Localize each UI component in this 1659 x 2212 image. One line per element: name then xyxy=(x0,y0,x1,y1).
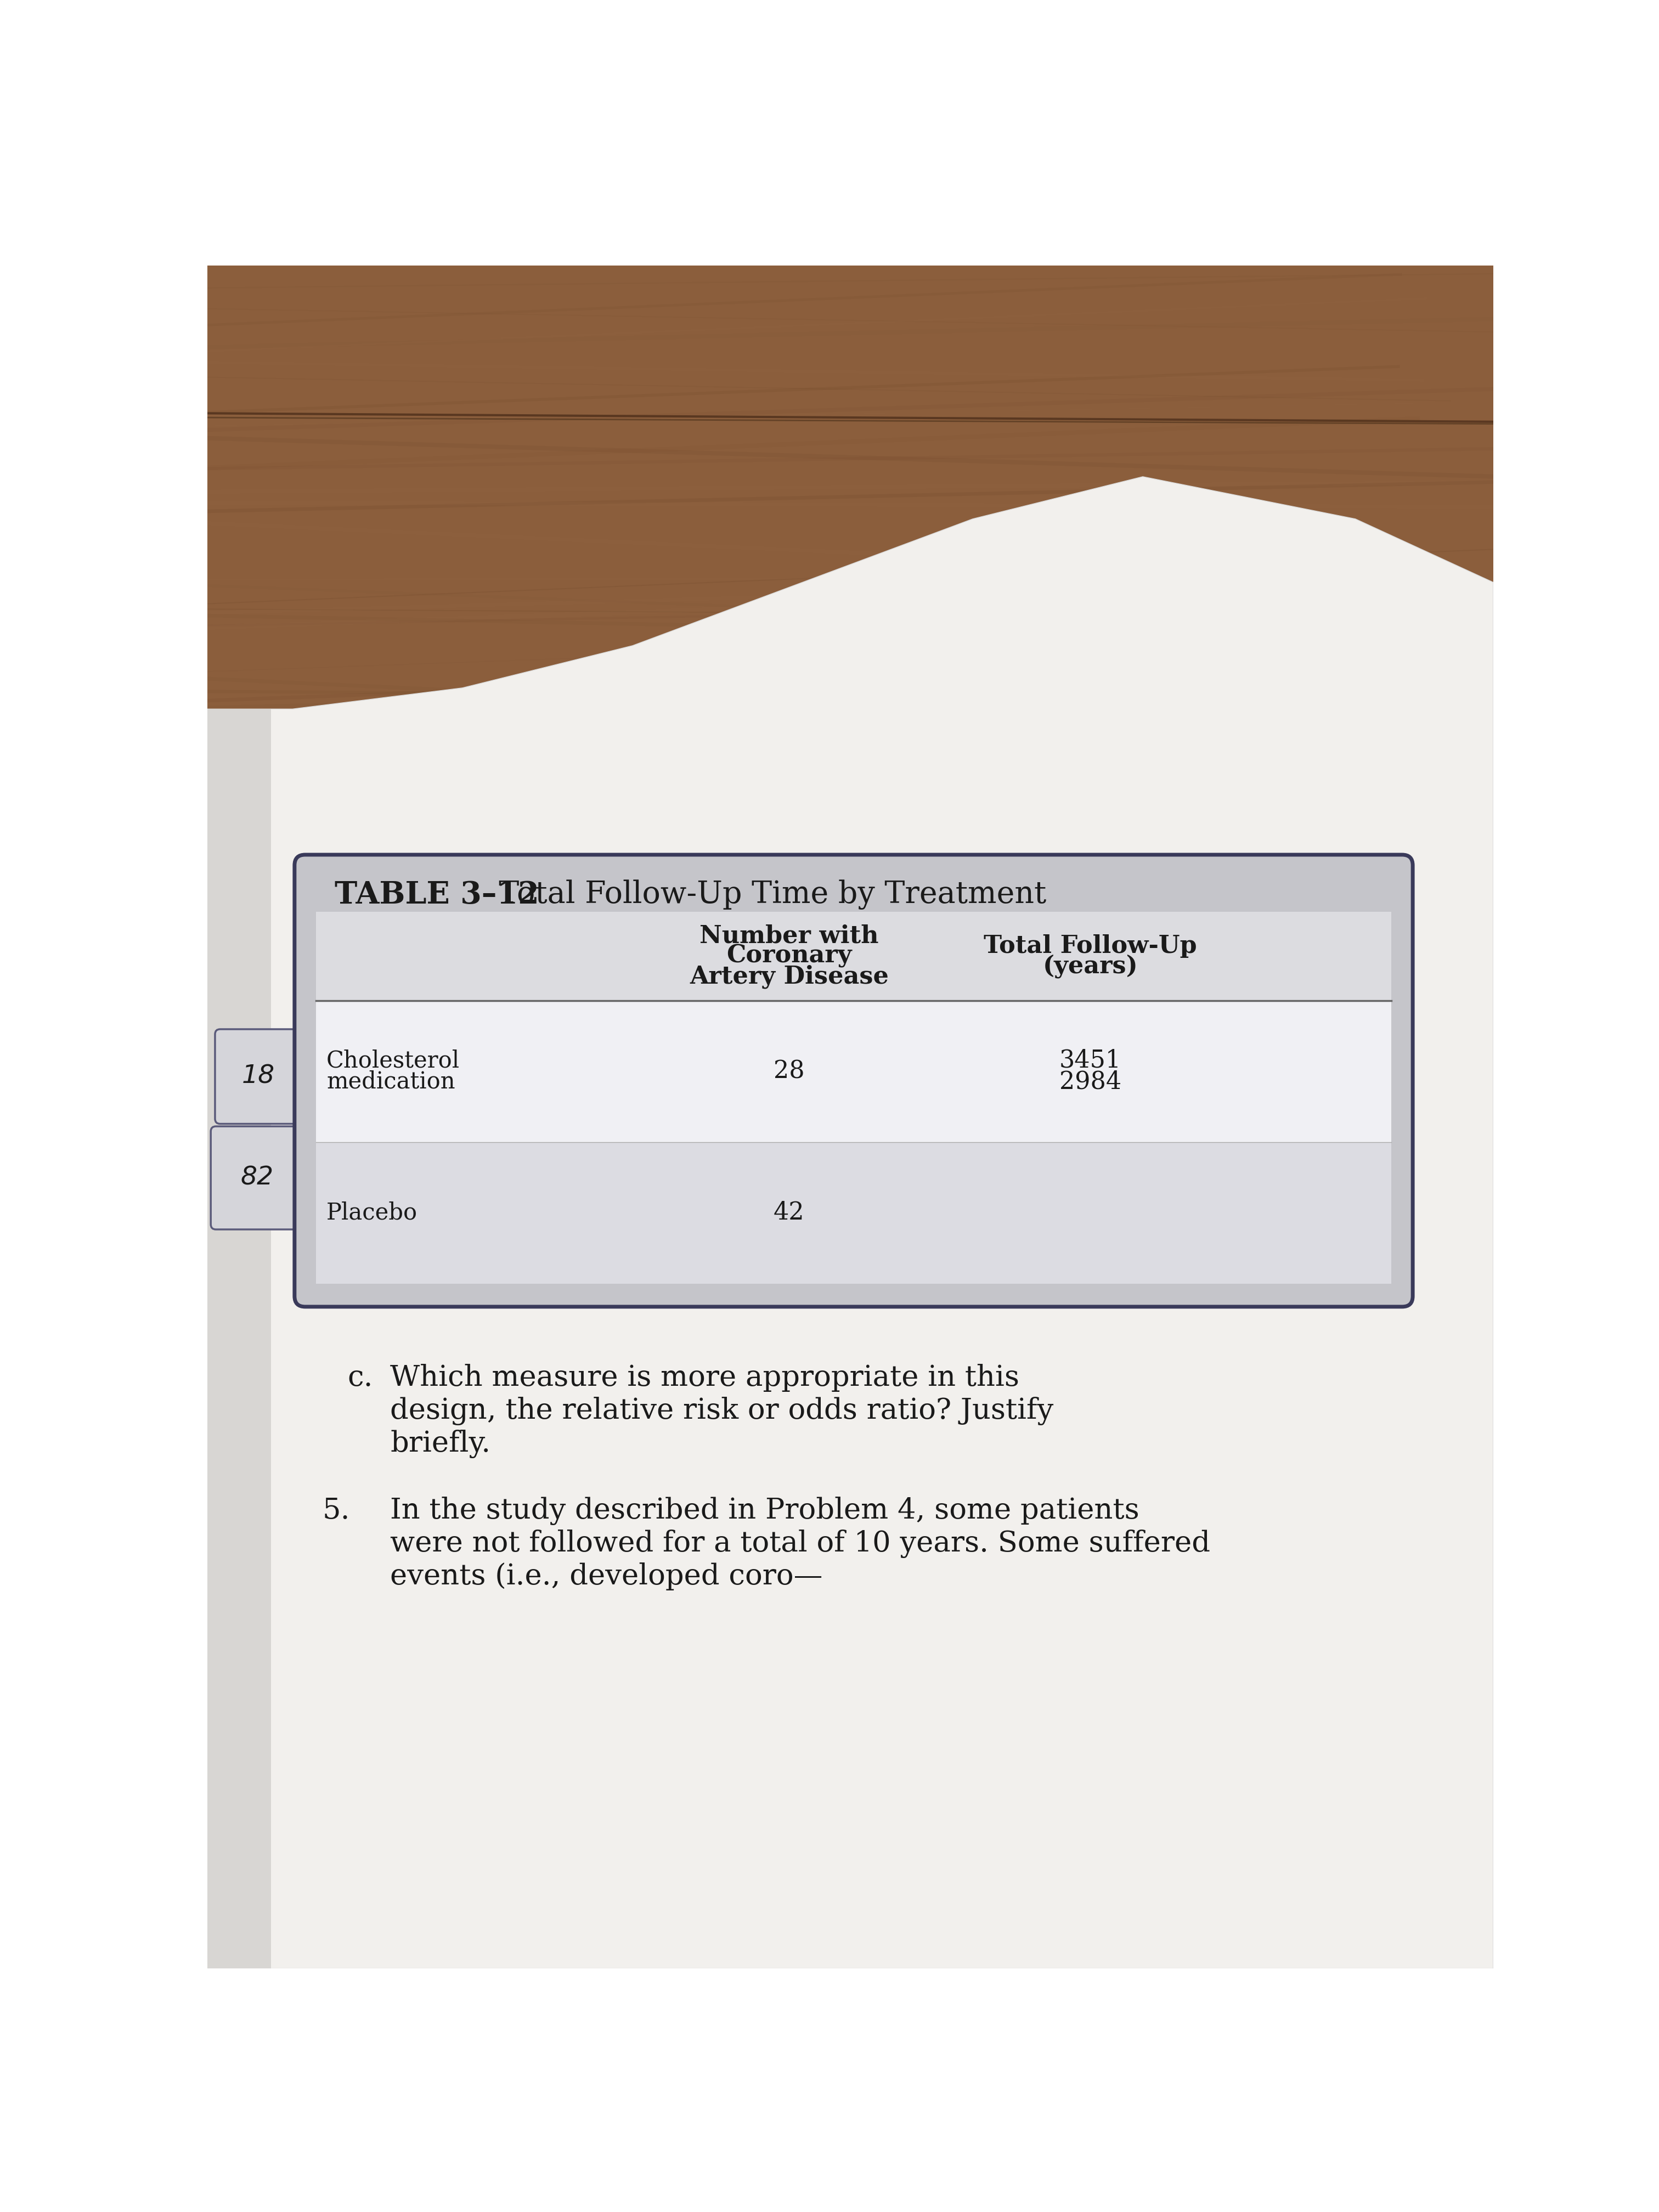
Text: 42: 42 xyxy=(773,1201,805,1225)
Text: medication: medication xyxy=(327,1071,455,1093)
Text: were not followed for a total of 10 years. Some suffered: were not followed for a total of 10 year… xyxy=(390,1528,1211,1557)
Bar xyxy=(315,1000,1392,1141)
Text: Artery Disease: Artery Disease xyxy=(690,964,889,989)
Text: 18: 18 xyxy=(242,1064,275,1088)
Text: Which measure is more appropriate in this: Which measure is more appropriate in thi… xyxy=(390,1365,1020,1391)
FancyBboxPatch shape xyxy=(295,854,1413,1307)
Text: TABLE 3–12: TABLE 3–12 xyxy=(335,880,539,909)
Text: Number with: Number with xyxy=(700,925,879,947)
FancyBboxPatch shape xyxy=(211,1126,304,1230)
Text: Coronary: Coronary xyxy=(727,945,851,969)
Bar xyxy=(207,710,270,1969)
Text: 2984: 2984 xyxy=(1058,1071,1121,1093)
Text: events (i.e., developed coro—: events (i.e., developed coro— xyxy=(390,1562,823,1590)
Text: Total Follow-Up Time by Treatment: Total Follow-Up Time by Treatment xyxy=(479,880,1047,909)
Text: 28: 28 xyxy=(773,1060,805,1084)
Text: briefly.: briefly. xyxy=(390,1429,491,1458)
Text: 82: 82 xyxy=(241,1166,274,1190)
Text: Total Follow-Up: Total Follow-Up xyxy=(984,933,1196,958)
Text: 3451: 3451 xyxy=(1058,1048,1121,1073)
Text: 5.: 5. xyxy=(322,1495,350,1524)
Text: c.: c. xyxy=(348,1365,373,1391)
Text: (years): (years) xyxy=(1042,953,1138,978)
Text: Cholesterol: Cholesterol xyxy=(327,1048,460,1073)
Text: In the study described in Problem 4, some patients: In the study described in Problem 4, som… xyxy=(390,1495,1140,1524)
Bar xyxy=(315,1141,1392,1283)
Polygon shape xyxy=(207,476,1493,1969)
FancyBboxPatch shape xyxy=(315,911,1392,1283)
FancyBboxPatch shape xyxy=(216,1029,302,1124)
Bar xyxy=(315,911,1392,1000)
Text: design, the relative risk or odds ratio? Justify: design, the relative risk or odds ratio?… xyxy=(390,1396,1053,1425)
Text: Placebo: Placebo xyxy=(327,1201,418,1223)
